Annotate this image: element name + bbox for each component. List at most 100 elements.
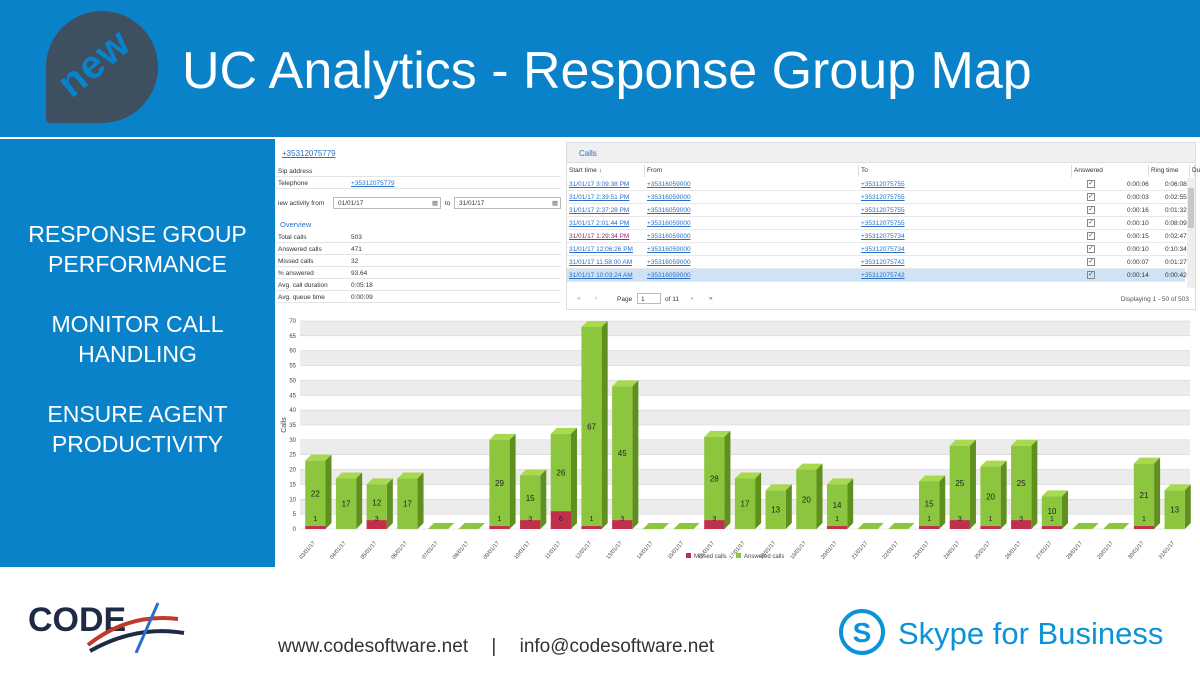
table-cell[interactable]: +35312075742 bbox=[861, 272, 905, 279]
telephone-link[interactable]: +35312075779 bbox=[351, 180, 395, 187]
bar-top bbox=[581, 320, 608, 327]
bar-missed bbox=[1041, 526, 1063, 529]
table-cell[interactable]: 31/01/17 12:06:26 PM bbox=[569, 246, 633, 253]
bar-answered bbox=[335, 478, 357, 529]
prev-page-icon[interactable]: ‹ bbox=[595, 295, 598, 302]
calls-scrollbar[interactable] bbox=[1187, 178, 1195, 288]
calendar-icon[interactable]: ▦ bbox=[431, 200, 438, 207]
overview-label: Total calls bbox=[278, 234, 307, 241]
table-row[interactable]: 31/01/17 11:58:00 AM +35316059000 +3531207… bbox=[567, 256, 1187, 269]
table-row[interactable]: 31/01/17 2:37:28 PM +35316059000 +35312075… bbox=[567, 204, 1187, 217]
y-tick-label: 10 bbox=[289, 497, 296, 503]
table-row[interactable]: 31/01/17 1:29:34 PM +35316059000 +35312075… bbox=[567, 230, 1187, 243]
next-page-icon[interactable]: › bbox=[691, 295, 694, 302]
answered-data-label: 20 bbox=[802, 495, 811, 504]
table-cell[interactable]: 31/01/17 2:37:28 PM bbox=[569, 207, 630, 214]
calls-header: Calls bbox=[567, 143, 1195, 163]
table-cell[interactable]: +35316059000 bbox=[647, 220, 691, 227]
page-label: Page bbox=[617, 296, 633, 303]
answered-data-label: 13 bbox=[1170, 506, 1179, 515]
answered-data-label: 15 bbox=[526, 494, 535, 503]
column-header[interactable]: Answered bbox=[1072, 165, 1149, 177]
y-tick-label: 0 bbox=[293, 527, 297, 533]
legend-swatch-answered bbox=[736, 553, 741, 558]
email-link[interactable]: info@codesoftware.net bbox=[519, 636, 715, 657]
table-cell[interactable]: +35316059000 bbox=[647, 181, 691, 188]
page-input[interactable]: 1 bbox=[637, 293, 661, 304]
table-cell[interactable]: +35312075734 bbox=[861, 246, 905, 253]
table-cell[interactable]: +35312075755 bbox=[861, 220, 905, 227]
table-cell[interactable]: +35312075755 bbox=[861, 194, 905, 201]
calendar-icon[interactable]: ▦ bbox=[551, 200, 558, 207]
overview-value: 471 bbox=[351, 246, 362, 253]
y-tick-label: 60 bbox=[289, 349, 296, 355]
bar-top bbox=[305, 454, 332, 461]
legend-swatch-missed bbox=[686, 553, 691, 558]
bar-top bbox=[335, 472, 363, 479]
table-cell[interactable]: +35316059000 bbox=[647, 259, 691, 266]
bar-missed bbox=[980, 526, 1001, 529]
table-cell[interactable]: 31/01/17 10:03:24 AM bbox=[569, 272, 633, 279]
column-header[interactable]: Ring time bbox=[1149, 165, 1190, 177]
column-header[interactable]: Start time ↓ bbox=[567, 165, 645, 177]
bar-empty-top bbox=[1072, 523, 1099, 529]
date-to-field[interactable]: 31/01/17 ▦ bbox=[454, 197, 561, 209]
table-cell[interactable]: 31/01/17 2:39:51 PM bbox=[569, 194, 630, 201]
answered-data-label: 21 bbox=[1140, 491, 1149, 500]
app-screenshot: +35312075779 Sip address Telephone +3531… bbox=[276, 140, 1200, 568]
table-row[interactable]: 31/01/17 12:06:26 PM +35316059000 +3531207… bbox=[567, 243, 1187, 256]
contact-line: www.codesoftware.net | info@codesoftware… bbox=[278, 636, 714, 658]
bar-missed bbox=[305, 526, 326, 529]
contact-phone-link[interactable]: +35312075779 bbox=[282, 149, 336, 158]
table-cell[interactable]: 31/01/17 3:09:38 PM bbox=[569, 181, 630, 188]
missed-data-label: 1 bbox=[1050, 516, 1054, 523]
table-cell[interactable]: +35316059000 bbox=[647, 246, 691, 253]
table-cell[interactable]: +35316059000 bbox=[647, 233, 691, 240]
missed-data-label: 1 bbox=[1142, 516, 1146, 523]
overview-title: Overview bbox=[280, 220, 312, 229]
column-header[interactable]: Duration bbox=[1190, 165, 1200, 177]
table-cell[interactable]: +35312075734 bbox=[861, 233, 905, 240]
table-row[interactable]: 31/01/17 2:01:44 PM +35316059000 +35312075… bbox=[567, 217, 1187, 230]
bar-answered bbox=[305, 460, 326, 527]
table-cell[interactable]: +35316059000 bbox=[647, 272, 691, 279]
page-of-label: of 11 bbox=[665, 296, 679, 303]
website-link[interactable]: www.codesoftware.net bbox=[278, 636, 469, 657]
table-row[interactable]: 31/01/17 3:09:38 PM +35316059000 +35312075… bbox=[567, 178, 1187, 191]
table-cell[interactable]: +35312075742 bbox=[861, 259, 905, 266]
date-from-field[interactable]: 01/01/17 ▦ bbox=[333, 197, 441, 209]
x-tick-label: 22/01/17 bbox=[882, 540, 900, 560]
table-cell[interactable]: +35316059000 bbox=[647, 194, 691, 201]
table-cell[interactable]: 31/01/17 1:29:34 PM bbox=[569, 233, 630, 240]
bar-top bbox=[489, 433, 516, 440]
table-cell[interactable]: +35316059000 bbox=[647, 207, 691, 214]
answered-data-label: 17 bbox=[741, 500, 750, 509]
table-cell[interactable]: +35312075755 bbox=[861, 181, 905, 188]
table-row[interactable]: 31/01/17 2:39:51 PM +35316059000 +35312075… bbox=[567, 191, 1187, 204]
table-row[interactable]: 31/01/17 10:03:24 AM +35316059000 +3531207… bbox=[567, 269, 1187, 282]
table-cell[interactable]: +35312075755 bbox=[861, 207, 905, 214]
table-cell[interactable]: 31/01/17 11:58:00 AM bbox=[569, 259, 633, 266]
x-tick-label: 31/01/17 bbox=[1158, 540, 1176, 560]
bar-side bbox=[356, 472, 363, 529]
overview-row: Missed calls 32 bbox=[276, 256, 561, 267]
scrollbar-thumb[interactable] bbox=[1188, 188, 1194, 228]
bar-side bbox=[724, 430, 731, 529]
bar-answered bbox=[704, 436, 725, 521]
table-cell[interactable]: 31/01/17 2:01:44 PM bbox=[569, 220, 630, 227]
answered-data-label: 28 bbox=[710, 474, 719, 483]
first-page-icon[interactable]: « bbox=[577, 295, 581, 302]
column-header[interactable]: From bbox=[645, 165, 859, 177]
code-logo: CODE bbox=[28, 593, 198, 658]
header-banner: new UC Analytics - Response Group Map bbox=[0, 0, 1200, 137]
overview-row: Avg. queue time 0:00:09 bbox=[276, 292, 561, 303]
column-header[interactable]: To bbox=[859, 165, 1072, 177]
x-tick-label: 20/01/17 bbox=[820, 540, 838, 560]
answered-data-label: 26 bbox=[556, 469, 565, 478]
overview-label: Avg. queue time bbox=[278, 294, 325, 301]
answered-data-label: 20 bbox=[986, 492, 995, 501]
answered-data-label: 12 bbox=[372, 498, 381, 507]
x-tick-label: 12/01/17 bbox=[575, 540, 593, 560]
bar-side bbox=[847, 478, 854, 529]
last-page-icon[interactable]: » bbox=[709, 295, 713, 302]
